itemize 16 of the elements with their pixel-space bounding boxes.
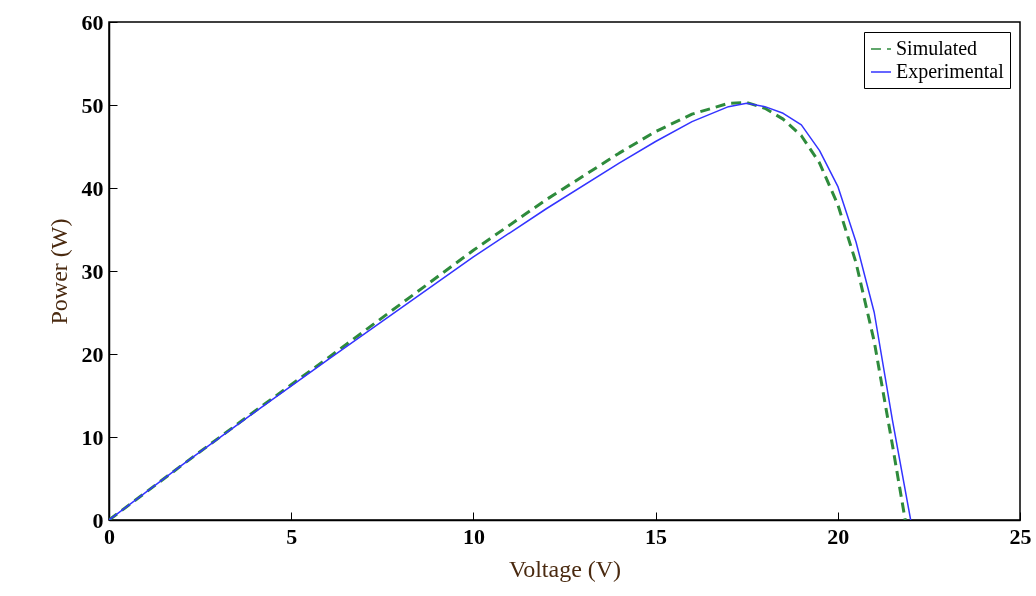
y-tick-label: 40 bbox=[81, 175, 104, 201]
y-tick-label: 50 bbox=[81, 92, 104, 118]
legend-label: Simulated bbox=[896, 37, 978, 59]
legend-label: Experimental bbox=[896, 60, 1005, 83]
x-tick-label: 25 bbox=[1009, 523, 1032, 549]
x-tick-label: 5 bbox=[286, 523, 298, 549]
y-axis-title: Power (W) bbox=[45, 218, 72, 325]
y-tick-label: 20 bbox=[81, 341, 104, 367]
x-tick-label: 10 bbox=[462, 523, 485, 549]
y-tick-label: 60 bbox=[81, 9, 104, 35]
y-tick-label: 0 bbox=[92, 507, 104, 533]
x-axis-title: Voltage (V) bbox=[508, 555, 622, 582]
y-tick-label: 10 bbox=[81, 424, 104, 450]
y-tick-label: 30 bbox=[81, 258, 104, 284]
x-tick-label: 20 bbox=[827, 523, 850, 549]
x-tick-label: 15 bbox=[645, 523, 668, 549]
